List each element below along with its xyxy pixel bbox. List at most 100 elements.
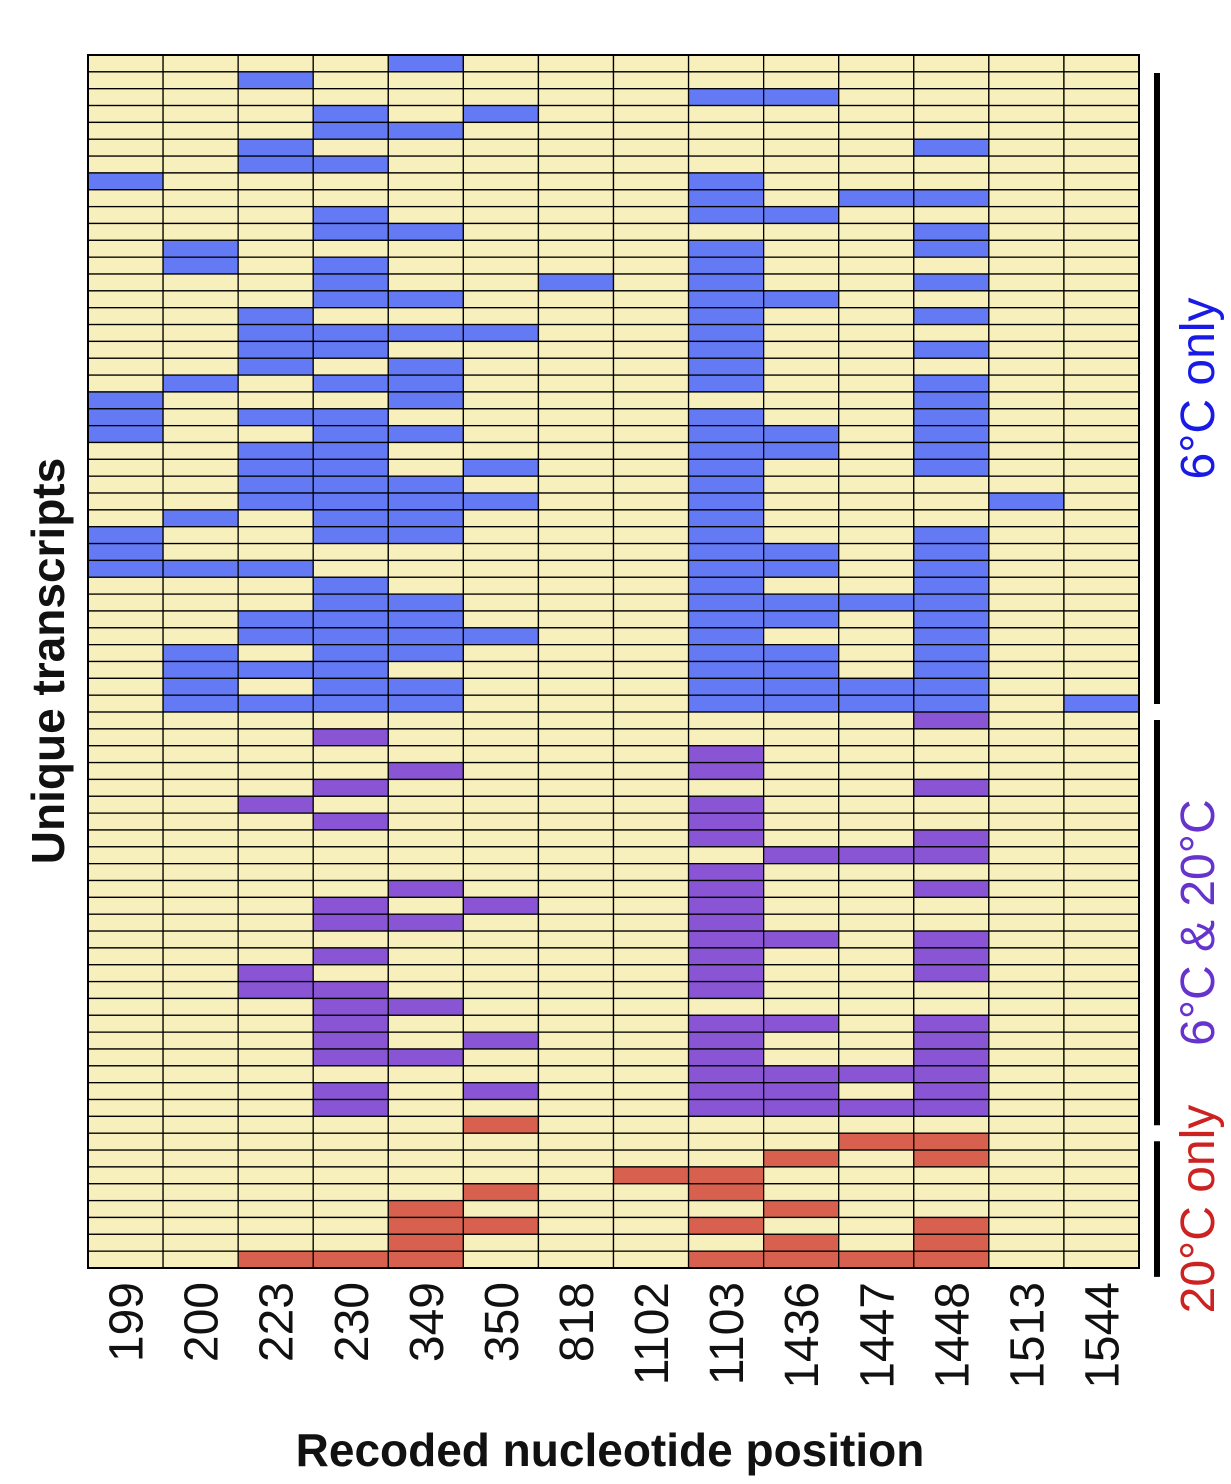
empty-cell <box>988 778 1065 797</box>
empty-cell <box>87 795 164 814</box>
empty-cell <box>612 761 690 781</box>
empty-cell <box>462 121 540 140</box>
empty-cell <box>988 1216 1065 1235</box>
empty-cell <box>838 576 915 595</box>
recoded-cell <box>687 1065 765 1084</box>
empty-cell <box>913 896 990 915</box>
recoded-cell <box>462 627 540 646</box>
empty-cell <box>612 155 690 174</box>
empty-cell <box>462 879 540 899</box>
empty-cell <box>387 964 465 983</box>
recoded-cell <box>913 1132 990 1151</box>
y-axis-label: Unique transcripts <box>22 458 74 864</box>
empty-cell <box>988 424 1065 444</box>
empty-cell <box>537 104 615 124</box>
empty-cell <box>913 323 990 343</box>
recoded-cell <box>312 408 389 427</box>
empty-cell <box>612 172 690 191</box>
empty-cell <box>462 290 540 309</box>
recoded-cell <box>462 104 540 124</box>
group-brackets: 6°C only 6°C & 20°C 20°C only <box>1154 73 1225 1313</box>
recoded-cell <box>913 526 990 545</box>
recoded-cell <box>762 1082 840 1101</box>
recoded-cell <box>762 1199 840 1219</box>
empty-cell <box>462 980 540 1000</box>
empty-cell <box>612 694 690 713</box>
empty-cell <box>687 138 765 157</box>
recoded-cell <box>312 1098 389 1118</box>
empty-cell <box>537 1014 615 1033</box>
empty-cell <box>762 812 840 831</box>
empty-cell <box>462 610 540 629</box>
recoded-cell <box>838 846 915 865</box>
empty-cell <box>87 458 164 477</box>
empty-cell <box>462 1048 540 1067</box>
empty-cell <box>237 728 314 747</box>
empty-cell <box>612 526 690 545</box>
recoded-cell <box>237 795 314 814</box>
recoded-cell <box>762 1098 840 1118</box>
empty-cell <box>87 812 164 831</box>
empty-cell <box>87 104 164 124</box>
recoded-cell <box>913 610 990 629</box>
empty-cell <box>462 947 540 966</box>
empty-cell <box>237 88 314 107</box>
empty-cell <box>537 863 615 882</box>
empty-cell <box>87 155 164 174</box>
empty-cell <box>838 997 915 1016</box>
empty-cell <box>1063 307 1140 326</box>
empty-cell <box>237 54 314 73</box>
empty-cell <box>988 408 1065 427</box>
empty-cell <box>162 879 239 899</box>
recoded-cell <box>387 627 465 646</box>
recoded-cell <box>913 1048 990 1067</box>
empty-cell <box>462 88 540 107</box>
empty-cell <box>988 273 1065 292</box>
recoded-cell <box>312 256 389 275</box>
empty-cell <box>387 812 465 831</box>
empty-cell <box>988 1166 1065 1185</box>
empty-cell <box>162 54 239 73</box>
empty-cell <box>762 71 840 90</box>
recoded-cell <box>687 256 765 275</box>
recoded-cell <box>988 492 1065 511</box>
empty-cell <box>988 1132 1065 1151</box>
empty-cell <box>237 1048 314 1067</box>
recoded-cell <box>162 559 239 578</box>
recoded-cell <box>687 458 765 477</box>
empty-cell <box>537 778 615 797</box>
empty-cell <box>762 1166 840 1185</box>
empty-cell <box>537 879 615 899</box>
empty-cell <box>387 660 465 679</box>
recoded-cell <box>87 408 164 427</box>
empty-cell <box>537 627 615 646</box>
empty-cell <box>537 88 615 107</box>
empty-cell <box>237 542 314 562</box>
recoded-cell <box>387 290 465 309</box>
empty-cell <box>462 964 540 983</box>
empty-cell <box>762 1132 840 1151</box>
recoded-cell <box>762 542 840 562</box>
empty-cell <box>387 745 465 764</box>
empty-cell <box>1063 930 1140 949</box>
empty-cell <box>612 745 690 764</box>
empty-cell <box>913 205 990 225</box>
recoded-cell <box>913 559 990 578</box>
empty-cell <box>162 458 239 477</box>
heatmap-cells <box>87 54 1140 1269</box>
empty-cell <box>162 273 239 292</box>
empty-cell <box>1063 1233 1140 1252</box>
recoded-cell <box>913 239 990 258</box>
recoded-cell <box>312 1048 389 1067</box>
empty-cell <box>1063 374 1140 393</box>
empty-cell <box>687 121 765 140</box>
empty-cell <box>913 121 990 140</box>
recoded-cell <box>387 1048 465 1067</box>
empty-cell <box>1063 205 1140 225</box>
empty-cell <box>87 189 164 208</box>
empty-cell <box>387 239 465 258</box>
empty-cell <box>612 576 690 595</box>
empty-cell <box>612 964 690 983</box>
empty-cell <box>87 273 164 292</box>
recoded-cell <box>913 307 990 326</box>
